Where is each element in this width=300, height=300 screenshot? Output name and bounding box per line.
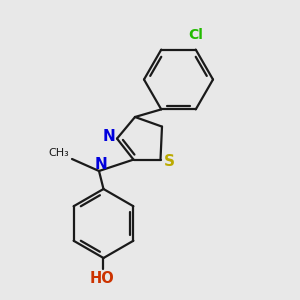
Text: N: N: [94, 157, 107, 172]
Text: HO: HO: [90, 271, 114, 286]
Text: S: S: [164, 154, 174, 169]
Text: N: N: [103, 129, 116, 144]
Text: Cl: Cl: [188, 28, 203, 42]
Text: CH₃: CH₃: [49, 148, 70, 158]
